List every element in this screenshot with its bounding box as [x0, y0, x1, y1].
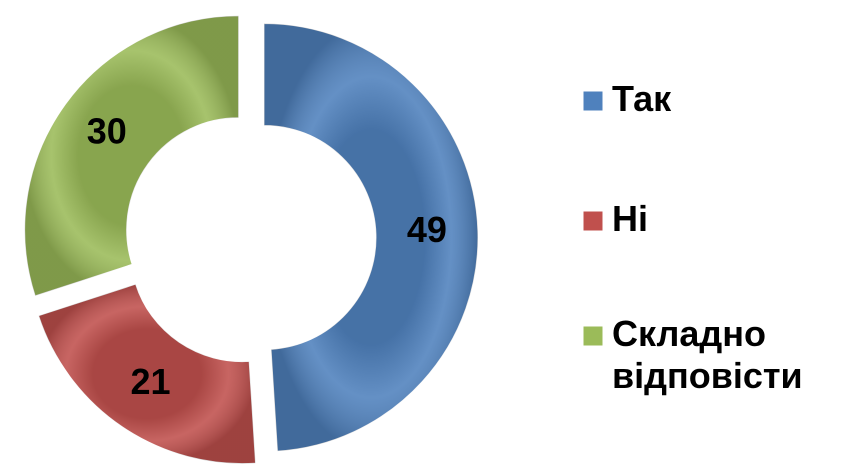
data-label: 49 — [407, 209, 447, 250]
legend-swatch — [582, 90, 604, 112]
legend-label: Складно відповісти — [612, 313, 803, 396]
data-label: 21 — [130, 361, 170, 402]
data-label: 30 — [87, 110, 127, 151]
legend-label: Ні — [612, 198, 648, 239]
legend-label: Так — [612, 78, 672, 119]
legend-swatch — [582, 325, 604, 347]
legend-swatch — [582, 210, 604, 232]
slice — [24, 15, 240, 297]
